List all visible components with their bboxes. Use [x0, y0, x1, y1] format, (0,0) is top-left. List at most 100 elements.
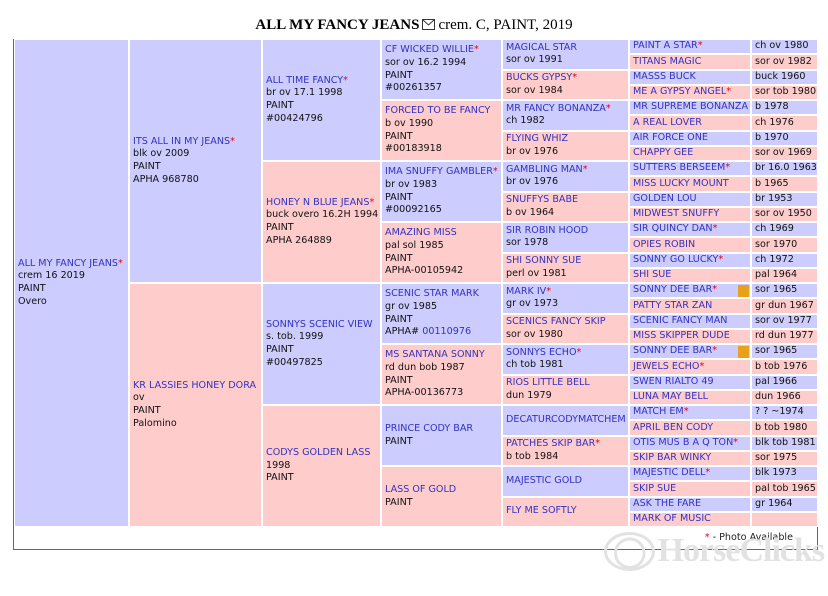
detail-line: APHA 968780	[133, 173, 199, 185]
pedigree-cell[interactable]: AMAZING MISS pal sol 1985 PAINT APHA-001059…	[381, 222, 502, 283]
detail-line: b tob 1976	[755, 360, 808, 372]
pedigree-cell[interactable]: FLYING WHIZ br ov 1976	[502, 130, 629, 161]
detail-line: pal 1964	[755, 269, 798, 281]
pedigree-cell[interactable]: DECATURCODYMATCHEM	[502, 405, 629, 436]
pedigree-cell[interactable]: APRIL BEN CODY	[629, 420, 751, 436]
pedigree-cell[interactable]: AIR FORCE ONE	[629, 130, 751, 146]
pedigree-cell[interactable]: SHI SUE	[629, 267, 751, 283]
name-line: MAJESTIC GOLD	[506, 475, 628, 488]
name-line: IMA SNUFFY GAMBLER*	[385, 166, 501, 179]
pedigree-cell[interactable]: PATCHES SKIP BAR* b tob 1984	[502, 435, 629, 466]
pedigree-cell[interactable]: MAGICAL STAR sor ov 1991	[502, 39, 629, 70]
pedigree-cell[interactable]: SWEN RIALTO 49	[629, 374, 751, 390]
pedigree-cell: b 1965	[751, 176, 818, 192]
pedigree-cell[interactable]: SIR ROBIN HOOD sor 1978	[502, 222, 629, 253]
photo-mark: *	[546, 285, 552, 297]
footer-note: * - Photo Available	[705, 532, 793, 543]
pedigree-cell[interactable]: ITS ALL IN MY JEANS* blk ov 2009 PAINT APHA…	[129, 39, 262, 283]
pedigree-cell: sor ov 1950	[751, 206, 818, 222]
pedigree-cell[interactable]: MAJESTIC DELL*	[629, 466, 751, 482]
pedigree-cell[interactable]: FLY ME SOFTLY	[502, 496, 629, 527]
detail-line: br ov 1976	[506, 145, 559, 157]
pedigree-cell[interactable]: BUCKS GYPSY* sor ov 1984	[502, 69, 629, 100]
pedigree-cell[interactable]: TITANS MAGIC	[629, 54, 751, 70]
pedigree-cell[interactable]: SUTTERS BERSEEM*	[629, 161, 751, 177]
pedigree-cell[interactable]: KR LASSIES HONEY DORA ov PAINT Palomino	[129, 283, 262, 527]
pedigree-cell[interactable]: LUNA MAY BELL	[629, 389, 751, 405]
pedigree-cell[interactable]: RIOS LITTLE BELL dun 1979	[502, 374, 629, 405]
pedigree-cell[interactable]: PATTY STAR ZAN	[629, 298, 751, 314]
pedigree-cell[interactable]: HONEY N BLUE JEANS* buck overo 16.2H 1994…	[262, 161, 381, 283]
pedigree-cell[interactable]: CHAPPY GEE	[629, 145, 751, 161]
horse-name: MISS SKIPPER DUDE	[633, 330, 730, 342]
pedigree-cell[interactable]: MARK IV* gr ov 1973	[502, 283, 629, 314]
photo-mark: *	[230, 135, 235, 147]
detail-line: #00497825	[266, 356, 323, 368]
name-line: MISS LUCKY MOUNT	[633, 178, 750, 191]
pedigree-cell[interactable]: MATCH EM*	[629, 405, 751, 421]
pedigree-cell[interactable]: SONNY DEE BAR*	[629, 283, 751, 299]
pedigree-cell[interactable]: ME A GYPSY ANGEL*	[629, 84, 751, 100]
mail-icon[interactable]	[422, 19, 436, 30]
name-line: AMAZING MISS	[385, 227, 501, 240]
horse-name: SCENIC FANCY MAN	[633, 314, 728, 326]
pedigree-cell[interactable]: LASS OF GOLD PAINT	[381, 466, 502, 527]
pedigree-cell[interactable]: SKIP BAR WINKY	[629, 450, 751, 466]
pedigree-cell[interactable]: GAMBLING MAN* br ov 1976	[502, 161, 629, 192]
pedigree-cell[interactable]: JEWELS ECHO*	[629, 359, 751, 375]
pedigree-cell[interactable]: CODYS GOLDEN LASS 1998 PAINT	[262, 405, 381, 527]
pedigree-cell[interactable]: SNUFFYS BABE b ov 1964	[502, 191, 629, 222]
horse-name: BUCKS GYPSY	[506, 72, 573, 84]
pedigree-cell[interactable]: PRINCE CODY BAR PAINT	[381, 405, 502, 466]
pedigree-cell[interactable]: MS SANTANA SONNY rd dun bob 1987 PAINT APHA…	[381, 344, 502, 405]
pedigree-cell[interactable]: ALL TIME FANCY* br ov 17.1 1998 PAINT #0042…	[262, 39, 381, 161]
pedigree-cell[interactable]: SONNY GO LUCKY*	[629, 252, 751, 268]
pedigree-cell[interactable]: CF WICKED WILLIE* sor ov 16.2 1994 PAINT #0…	[381, 39, 502, 100]
pedigree-cell[interactable]: SCENIC STAR MARK gr ov 1985 PAINT APHA# 001…	[381, 283, 502, 344]
pedigree-cell[interactable]: ASK THE FARE	[629, 496, 751, 512]
photo-mark: *	[697, 40, 703, 52]
pedigree-cell[interactable]: FORCED TO BE FANCY b ov 1990 PAINT #0018391…	[381, 100, 502, 161]
name-line: APRIL BEN CODY	[633, 422, 750, 435]
pedigree-cell[interactable]: SHI SONNY SUE perl ov 1981	[502, 252, 629, 283]
pedigree-cell[interactable]: MIDWEST SNUFFY	[629, 206, 751, 222]
photo-mark: *	[712, 284, 718, 296]
pedigree-cell[interactable]: MAJESTIC GOLD	[502, 466, 629, 497]
detail-line: br 1953	[755, 192, 793, 204]
pedigree-cell[interactable]: OPIES ROBIN	[629, 237, 751, 253]
horse-name: CF WICKED WILLIE	[385, 44, 474, 56]
horse-name: MAJESTIC GOLD	[506, 474, 582, 486]
horse-name: SONNY DEE BAR	[633, 345, 713, 357]
horse-name: SIR ROBIN HOOD	[506, 224, 589, 236]
name-line: CHAPPY GEE	[633, 147, 750, 160]
detail-line: crem 16 2019	[18, 270, 85, 282]
pedigree-cell[interactable]: OTIS MUS B A Q TON*	[629, 435, 751, 451]
pedigree-cell[interactable]: GOLDEN LOU	[629, 191, 751, 207]
pedigree-cell[interactable]: MISS SKIPPER DUDE	[629, 328, 751, 344]
detail-line: PAINT	[266, 344, 294, 355]
pedigree-cell[interactable]: SONNYS SCENIC VIEW s. tob. 1999 PAINT #0049…	[262, 283, 381, 405]
pedigree-cell[interactable]: IMA SNUFFY GAMBLER* br ov 1983 PAINT #00092…	[381, 161, 502, 222]
detail-line: ch 1982	[506, 115, 545, 127]
pedigree-cell[interactable]: SONNYS ECHO* ch tob 1981	[502, 344, 629, 375]
pedigree-cell[interactable]: SIR QUINCY DAN*	[629, 222, 751, 238]
pedigree-cell[interactable]: PAINT A STAR*	[629, 39, 751, 55]
pedigree-cell[interactable]: MR SUPREME BONANZA	[629, 100, 751, 116]
pedigree-cell: sor 1965	[751, 344, 818, 360]
pedigree-cell[interactable]: A REAL LOVER	[629, 115, 751, 131]
detail-line: APHA-00136773	[385, 387, 464, 399]
name-line: SONNYS SCENIC VIEW	[266, 319, 380, 332]
detail-line: sor 1975	[755, 452, 798, 464]
pedigree-cell[interactable]: MR FANCY BONANZA* ch 1982	[502, 100, 629, 131]
pedigree-cell[interactable]: ALL MY FANCY JEANS* crem 16 2019 PAINT Over…	[14, 39, 129, 527]
pedigree-cell[interactable]: SONNY DEE BAR*	[629, 344, 751, 360]
pedigree-cell[interactable]: MARK OF MUSIC	[629, 511, 751, 527]
pedigree-cell[interactable]: SCENICS FANCY SKIP sor ov 1980	[502, 313, 629, 344]
horse-name: GAMBLING MAN	[506, 163, 583, 175]
pedigree-cell[interactable]: SKIP SUE	[629, 481, 751, 497]
name-line: MISS SKIPPER DUDE	[633, 330, 750, 343]
pedigree-cell[interactable]: MISS LUCKY MOUNT	[629, 176, 751, 192]
pedigree-cell[interactable]: MASSS BUCK	[629, 69, 751, 85]
photo-mark: *	[576, 346, 582, 358]
pedigree-cell[interactable]: SCENIC FANCY MAN	[629, 313, 751, 329]
